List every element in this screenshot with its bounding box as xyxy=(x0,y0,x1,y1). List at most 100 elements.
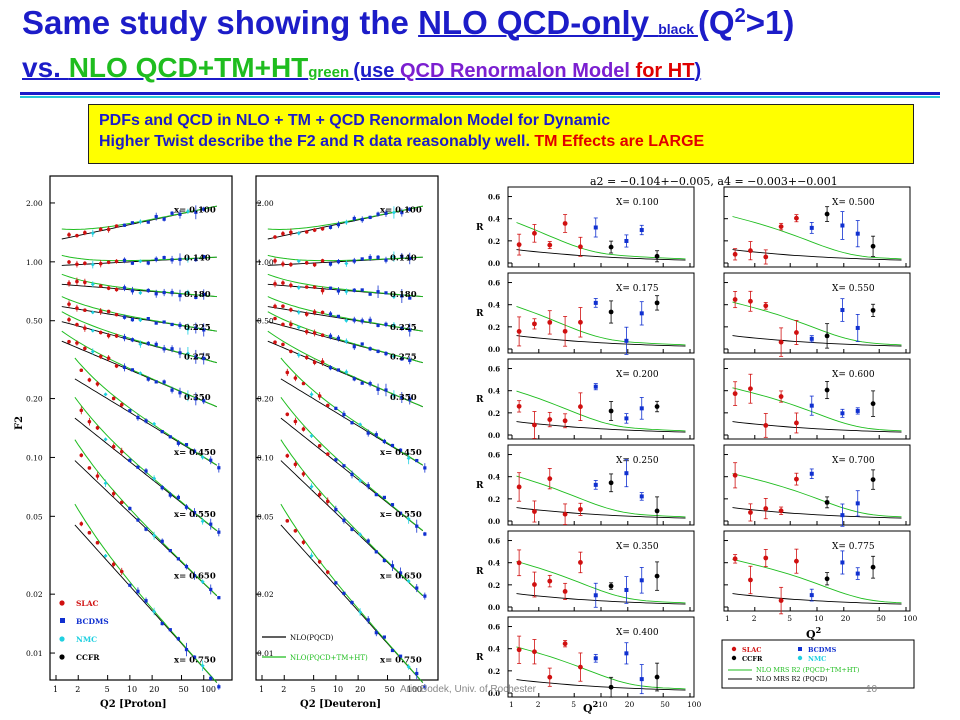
r-point-bcdms xyxy=(855,325,860,330)
r-y-tick-label: 0.2 xyxy=(488,581,500,590)
title-text-f: >1) xyxy=(745,4,795,41)
f2-y-tick-label: 0.05 xyxy=(257,512,274,521)
r-plots: 0.6 0.4 0.2 0.0 R X= 0.100 0.6 0.4 0.2 0.0 R X= 0.1… xyxy=(476,186,918,709)
f2-point-slac xyxy=(293,528,298,533)
f2-point-slac xyxy=(281,281,285,285)
r-point-ccfr xyxy=(654,404,660,409)
f2-bin-label: 0.225 xyxy=(184,323,211,333)
note-line2-red: TM Effects are LARGE xyxy=(534,133,705,150)
f2-x-tick-label: 50 xyxy=(179,685,189,694)
r-point-bcdms xyxy=(639,311,644,316)
f2-point-slac xyxy=(114,364,119,368)
f2-point-bcdms xyxy=(192,449,197,453)
f2-point-slac xyxy=(273,235,277,239)
r-point-ccfr xyxy=(870,307,876,313)
title-use: (use xyxy=(353,60,400,82)
f2-point-bcdms xyxy=(202,207,206,211)
r-point-slac xyxy=(547,319,553,325)
f2-point-bcdms xyxy=(400,326,404,330)
f2-point-slac xyxy=(114,312,119,317)
r-ylabel: R xyxy=(476,653,484,663)
r-curve-pqcd xyxy=(732,507,902,519)
f2-point-slac xyxy=(98,261,103,266)
f2-y-tick-label: 0.10 xyxy=(26,453,43,462)
f2-point-bcdms xyxy=(350,421,354,425)
r-curve-tm-ht xyxy=(516,390,686,432)
r-y-tick-label: 0.6 xyxy=(488,279,500,288)
r-point-bcdms xyxy=(855,571,860,576)
f2-point-bcdms xyxy=(360,257,364,261)
f2-bin-label: x= 0.100 xyxy=(174,205,216,215)
f2-y-tick-label: 2.00 xyxy=(257,199,274,208)
f2-point-slac xyxy=(98,284,103,288)
f2-point-slac xyxy=(83,230,87,235)
slide-title-line2: vs. NLO QCD+TM+HTgreen (use QCD Renormal… xyxy=(22,52,701,84)
f2-y-tick-label: 0.05 xyxy=(26,512,43,521)
f2-point-bcdms xyxy=(376,255,380,259)
f2-point-slac xyxy=(301,381,306,386)
r-point-slac xyxy=(578,319,583,325)
f2-point-bcdms xyxy=(336,314,341,318)
f2-point-slac xyxy=(304,285,309,289)
f2-point-nmc xyxy=(200,663,205,668)
f2-bin-label: x= 0.450 xyxy=(174,448,216,458)
r-y-tick-label: 0.2 xyxy=(488,495,500,504)
f2-point-slac xyxy=(325,403,330,408)
f2-point-bcdms xyxy=(217,530,221,534)
f2-bin-label: 0.350 xyxy=(390,393,417,403)
f2-point-bcdms xyxy=(128,409,132,413)
r-point-bcdms xyxy=(624,338,629,343)
f2-point-slac xyxy=(83,326,87,331)
f2-point-bcdms xyxy=(408,397,412,401)
f2-point-bcdms xyxy=(415,671,419,676)
f2-point-bcdms xyxy=(217,685,221,689)
f2-point-bcdms xyxy=(136,415,140,420)
r-point-slac xyxy=(763,506,769,511)
f2-point-nmc xyxy=(185,351,190,356)
r-point-bcdms xyxy=(593,656,598,661)
r-point-bcdms xyxy=(855,408,860,413)
f2-bin-label: 0.140 xyxy=(390,253,417,263)
f2-deuteron-xlabel: Q2 [Deuteron] xyxy=(300,699,381,710)
f2-point-nmc xyxy=(358,422,363,427)
r-y-tick-label: 0.2 xyxy=(488,323,500,332)
r-y-tick-label: 0.6 xyxy=(488,537,500,546)
r-point-bcdms xyxy=(624,651,629,656)
f2-deuteron-frame xyxy=(255,175,439,681)
r-y-tick-label: 0.0 xyxy=(488,431,500,440)
f2-point-bcdms xyxy=(350,527,354,531)
f2-point-bcdms xyxy=(334,458,338,462)
r-point-bcdms xyxy=(639,578,644,583)
f2-point-bcdms xyxy=(360,381,364,385)
r-legend-label: CCFR xyxy=(742,655,763,663)
f2-point-nmc xyxy=(138,219,143,224)
f2-point-nmc xyxy=(391,354,396,359)
f2-point-slac xyxy=(281,342,285,347)
f2-point-slac xyxy=(273,340,277,345)
f2-point-bcdms xyxy=(398,571,403,575)
f2-point-nmc xyxy=(391,393,396,398)
f2-point-slac xyxy=(293,419,298,424)
f2-legend-label: NLO(PQCD+TM+HT) xyxy=(290,654,368,662)
title-nlo-qcd-only: NLO QCD-only black xyxy=(418,4,698,41)
f2-point-bcdms xyxy=(154,292,158,296)
r-panel-frame xyxy=(507,186,695,268)
f2-point-nmc xyxy=(309,392,314,397)
f2-point-bcdms xyxy=(334,507,338,512)
f2-point-bcdms xyxy=(154,215,158,219)
f2-point-bcdms xyxy=(368,255,372,260)
r-panel-frame xyxy=(723,530,911,612)
r-point-slac xyxy=(794,558,799,564)
r-point-slac xyxy=(562,589,568,594)
r-point-slac xyxy=(578,404,583,410)
f2-point-bcdms xyxy=(209,676,213,680)
r-point-slac xyxy=(578,506,583,512)
f2-point-nmc xyxy=(344,370,349,375)
r-point-bcdms xyxy=(593,482,598,487)
r-curve-pqcd xyxy=(516,593,686,605)
f2-y-tick-label: 0.01 xyxy=(257,649,274,658)
r-point-slac xyxy=(532,422,537,428)
f2-point-slac xyxy=(320,360,325,364)
f2-point-nmc xyxy=(309,433,314,438)
f2-point-bcdms xyxy=(350,472,354,477)
